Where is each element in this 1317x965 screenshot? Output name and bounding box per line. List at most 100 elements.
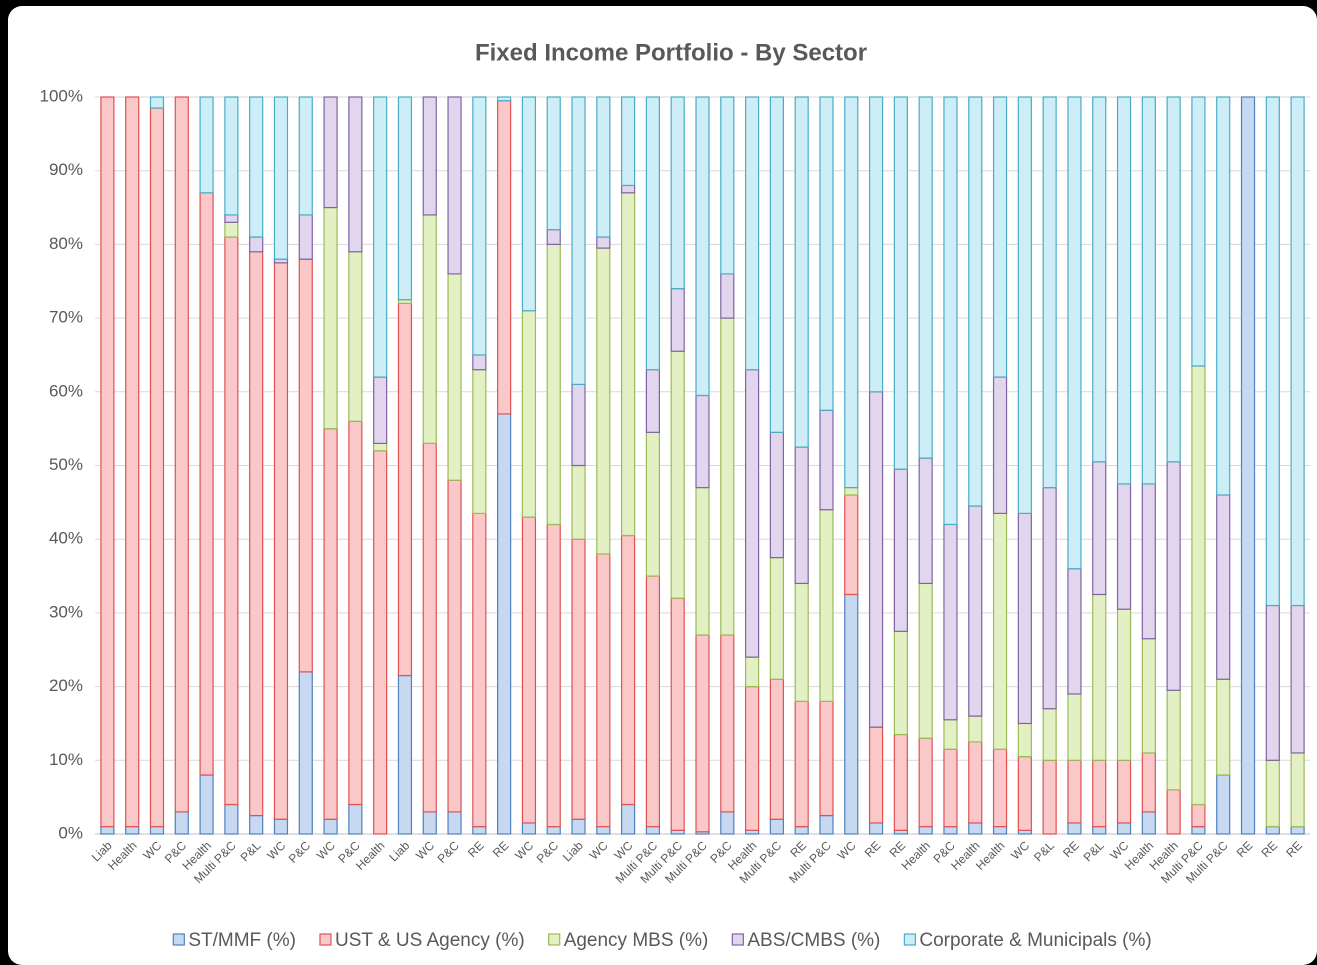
- bar-segment: [125, 826, 140, 835]
- bar-segment: [868, 391, 884, 728]
- bar-segment: [596, 826, 611, 835]
- bar-segment: [1265, 826, 1280, 835]
- bar-segment: [1042, 487, 1057, 710]
- bar-segment: [744, 369, 760, 658]
- bar-segment: [769, 818, 784, 835]
- bar-segment: [621, 803, 636, 835]
- y-tick-label: 80%: [49, 234, 83, 253]
- bar-segment: [645, 575, 661, 828]
- bar-segment: [1216, 96, 1231, 496]
- legend-label: Corporate & Municipals (%): [919, 930, 1151, 951]
- bar-segment: [695, 487, 710, 636]
- bar-segment: [744, 96, 760, 371]
- bar-segment: [1166, 689, 1181, 791]
- bar-segment: [1042, 708, 1057, 761]
- y-tick-label: 20%: [49, 676, 83, 695]
- bar-segment: [323, 96, 338, 209]
- bar-segment: [596, 96, 611, 238]
- bar-segment: [1017, 96, 1032, 515]
- bar-segment: [447, 96, 462, 275]
- bar-segment: [1216, 678, 1231, 776]
- bar-segment: [224, 214, 239, 223]
- bar-segment: [100, 96, 115, 828]
- bar-segment: [546, 826, 561, 835]
- bar-segment: [720, 811, 735, 835]
- bar-segment: [645, 431, 661, 577]
- bar-segment: [348, 251, 363, 422]
- bar-segment: [596, 236, 611, 249]
- bar-segment: [348, 803, 363, 835]
- bar-segment: [199, 96, 214, 194]
- bar-segment: [323, 428, 338, 820]
- bar-segment: [968, 96, 983, 507]
- bar-segment: [670, 288, 685, 352]
- bar-segment: [298, 258, 313, 673]
- legend-label: Agency MBS (%): [564, 930, 709, 951]
- bar-segment: [1092, 826, 1107, 835]
- bar-segment: [720, 96, 735, 275]
- bar-segment: [1216, 494, 1231, 680]
- bar-segment: [670, 350, 685, 599]
- bar-segment: [1067, 96, 1082, 570]
- bar-segment: [943, 719, 958, 750]
- bar-segment: [1191, 826, 1206, 835]
- bar-segment: [497, 96, 512, 102]
- bar-segment: [695, 394, 710, 489]
- bar-segment: [645, 826, 661, 835]
- bar-segment: [893, 468, 908, 632]
- bar-segment: [397, 302, 413, 677]
- bar-segment: [1116, 96, 1132, 485]
- bar-segment: [769, 557, 784, 680]
- bar-segment: [744, 656, 760, 688]
- legend-label: ST/MMF (%): [188, 930, 296, 951]
- bar-segment: [422, 811, 437, 835]
- bar-segment: [943, 523, 958, 721]
- bar-segment: [224, 96, 239, 216]
- bar-segment: [323, 818, 338, 835]
- bar-segment: [794, 446, 809, 585]
- bar-segment: [1265, 604, 1280, 761]
- bar-segment: [249, 96, 264, 238]
- bar-segment: [224, 236, 239, 806]
- bar-segment: [546, 229, 561, 246]
- bar-segment: [521, 516, 537, 824]
- bar-segment: [397, 674, 413, 835]
- bar-segment: [447, 811, 462, 835]
- bar-segment: [645, 96, 661, 371]
- bar-segment: [918, 457, 933, 585]
- y-tick-label: 50%: [49, 455, 83, 474]
- bar-segment: [1240, 96, 1256, 835]
- legend-label: UST & US Agency (%): [335, 930, 525, 951]
- bar-segment: [521, 822, 537, 835]
- bar-segment: [1017, 512, 1032, 725]
- bar-segment: [844, 487, 859, 496]
- bar-segment: [1166, 461, 1181, 691]
- bar-segment: [794, 826, 809, 835]
- bar-segment: [497, 413, 512, 835]
- bar-segment: [472, 96, 487, 356]
- bar-segment: [1290, 96, 1305, 607]
- bar-segment: [893, 96, 908, 470]
- legend: ST/MMF (%) UST & US Agency (%) Agency MBS …: [172, 930, 1152, 951]
- bar-segment: [571, 818, 586, 835]
- bar-segment: [348, 420, 363, 806]
- bar-segment: [149, 96, 165, 109]
- bar-segment: [1166, 96, 1181, 463]
- bar-segment: [621, 534, 636, 806]
- bar-segment: [472, 369, 487, 515]
- bar-segment: [992, 512, 1008, 750]
- bar-segment: [992, 376, 1008, 515]
- chart-title: Fixed Income Portfolio - By Sector: [475, 39, 867, 66]
- bar-segment: [373, 96, 388, 378]
- legend-swatch: [548, 933, 561, 946]
- bar-segment: [968, 715, 983, 743]
- bar-segment: [744, 685, 760, 831]
- bar-segment: [1141, 752, 1156, 813]
- bar-segment: [670, 597, 685, 831]
- y-tick-label: 30%: [49, 602, 83, 621]
- bar-segment: [1166, 789, 1181, 835]
- legend-swatch: [319, 933, 332, 946]
- bar-segment: [794, 582, 809, 702]
- y-tick-label: 0%: [58, 823, 83, 842]
- y-tick-label: 60%: [49, 381, 83, 400]
